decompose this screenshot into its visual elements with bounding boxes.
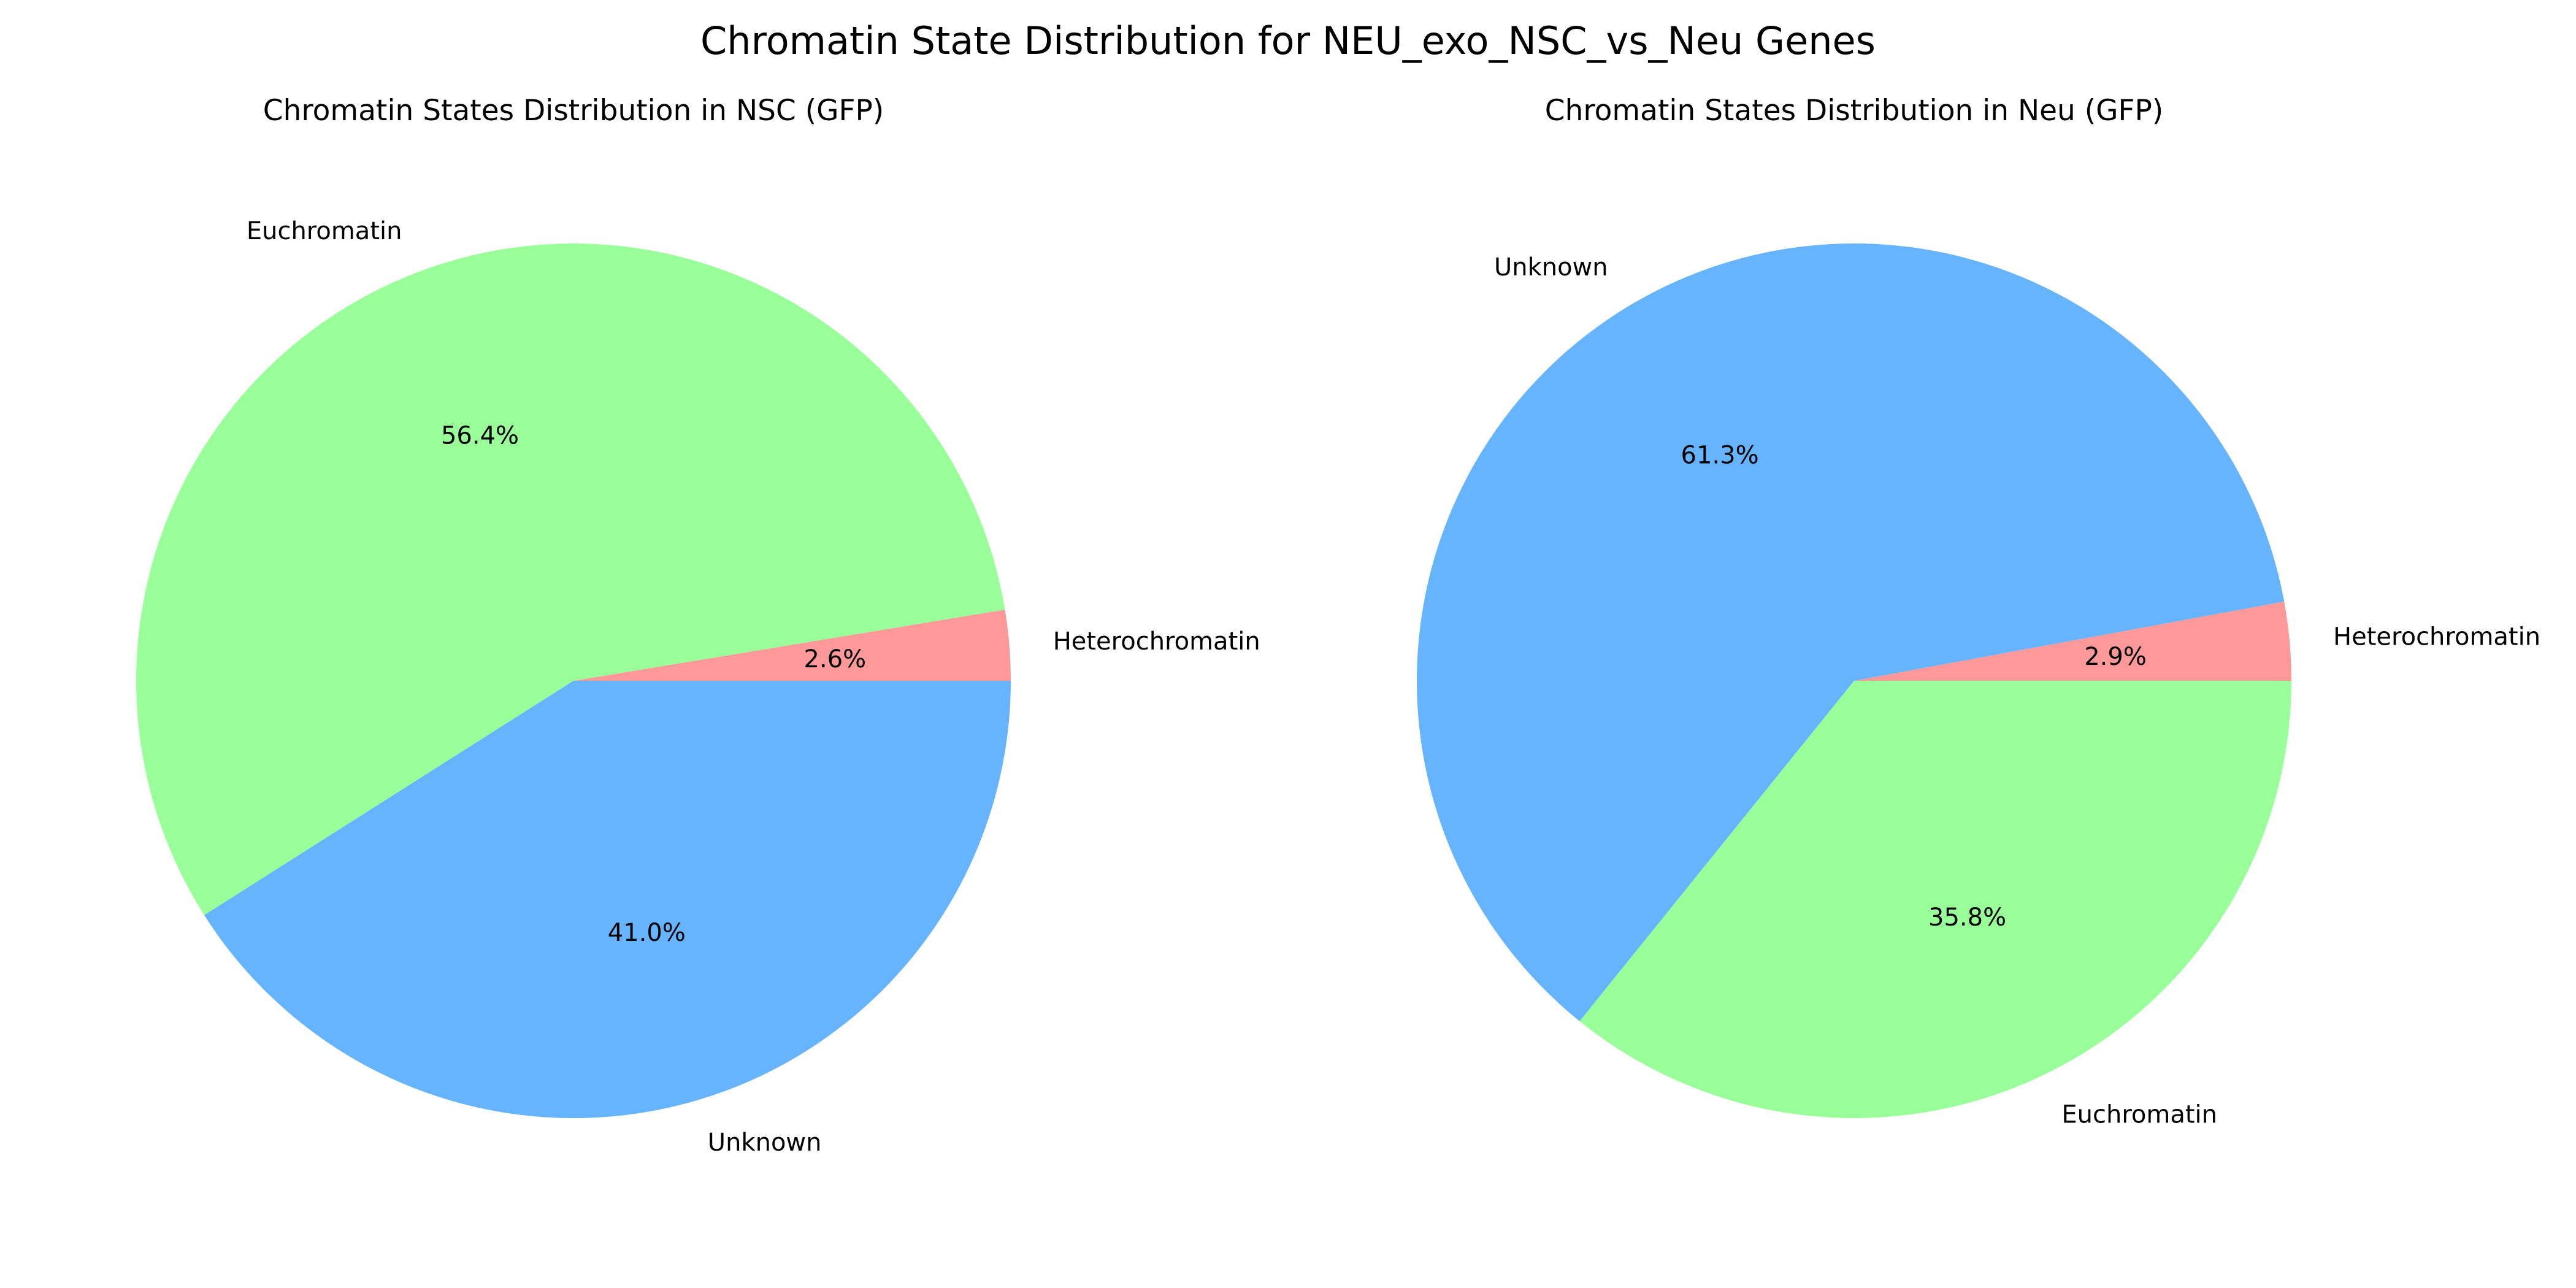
pie-slice-nsc-heterochromatin xyxy=(573,610,1011,681)
pie-label-nsc-heterochromatin: Heterochromatin xyxy=(1053,627,1260,656)
pie-pct-nsc-unknown: 41.0% xyxy=(608,919,686,947)
pie-title-neu: Chromatin States Distribution in Neu (GF… xyxy=(1545,94,2163,128)
pie-labels-neu: 2.9% Heterochromatin 61.3% Unknown 35.8% Euch… xyxy=(1494,253,2540,1129)
pie-slice-neu-unknown xyxy=(1417,243,2285,1022)
pie-pct-neu-heterochromatin: 2.9% xyxy=(2084,643,2147,671)
pie-pct-neu-euchromatin: 35.8% xyxy=(1928,903,2006,932)
pie-title-nsc: Chromatin States Distribution in NSC (GF… xyxy=(263,94,884,128)
pie-slice-neu-heterochromatin xyxy=(1854,601,2291,681)
pie-slice-neu-euchromatin xyxy=(1579,681,2291,1118)
pie-label-neu-unknown: Unknown xyxy=(1494,253,1608,282)
figure-title: Chromatin State Distribution for NEU_exo… xyxy=(700,18,1876,63)
pie-chart-nsc: Chromatin States Distribution in NSC (GF… xyxy=(136,94,1260,1157)
pie-slice-nsc-euchromatin xyxy=(136,243,1005,916)
pie-pct-nsc-euchromatin: 56.4% xyxy=(441,421,519,450)
pie-chart-neu: Chromatin States Distribution in Neu (GF… xyxy=(1417,94,2540,1129)
pie-label-nsc-euchromatin: Euchromatin xyxy=(247,217,402,245)
pie-label-neu-euchromatin: Euchromatin xyxy=(2061,1101,2217,1129)
pie-slice-nsc-unknown xyxy=(204,681,1011,1119)
pie-pct-nsc-heterochromatin: 2.6% xyxy=(804,645,867,673)
pie-label-neu-heterochromatin: Heterochromatin xyxy=(2333,623,2540,651)
pie-slices-nsc xyxy=(136,243,1011,1119)
pie-pct-neu-unknown: 61.3% xyxy=(1681,441,1759,469)
pie-slices-neu xyxy=(1417,243,2291,1118)
pie-labels-nsc: 2.6% Heterochromatin 56.4% Euchromatin 41.0%… xyxy=(247,217,1260,1157)
pie-label-nsc-unknown: Unknown xyxy=(708,1129,822,1157)
